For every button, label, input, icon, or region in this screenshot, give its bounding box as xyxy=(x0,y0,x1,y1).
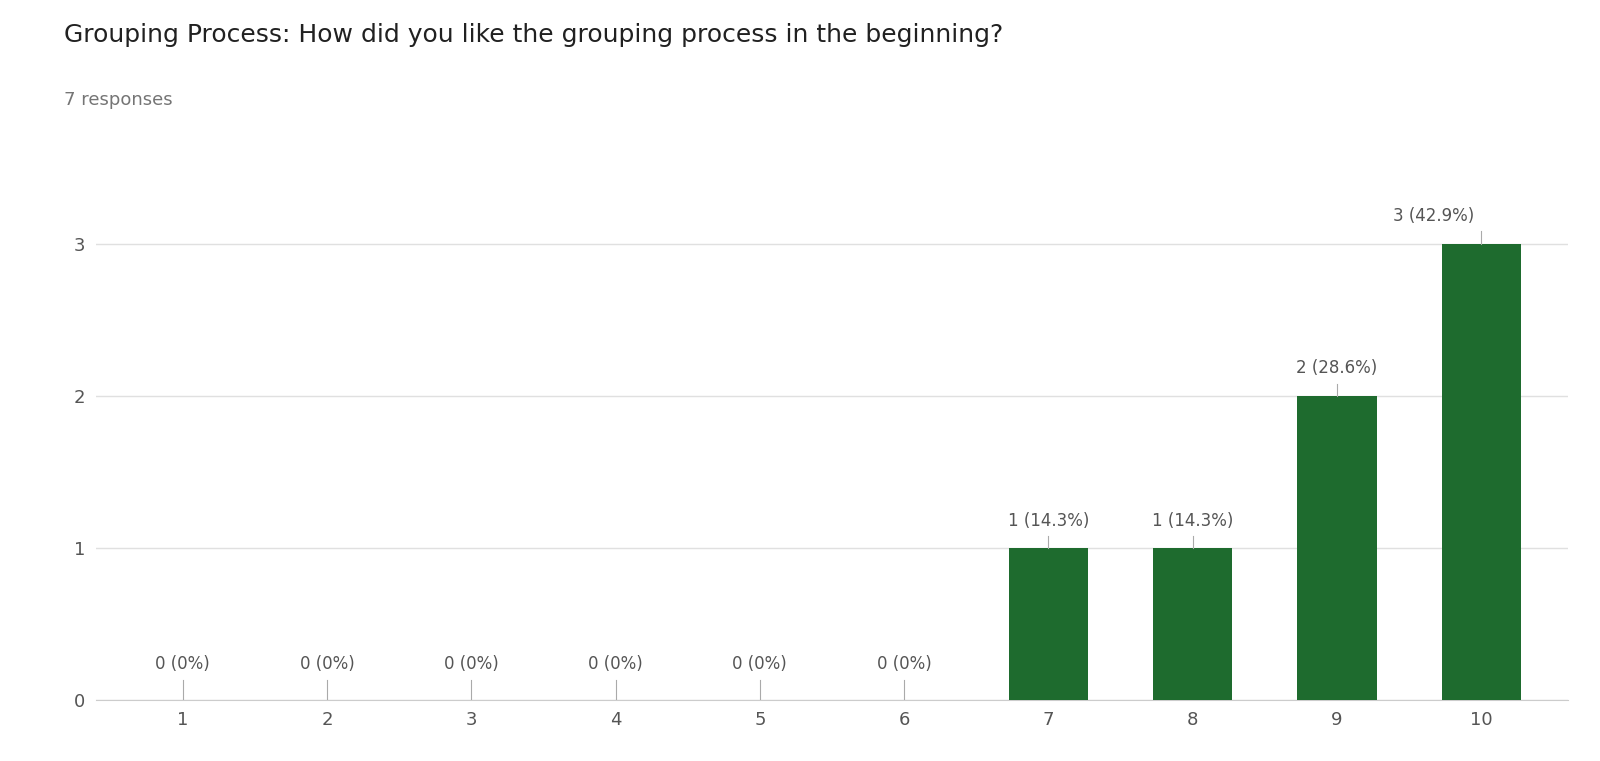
Text: 1 (14.3%): 1 (14.3%) xyxy=(1008,511,1090,530)
Text: 0 (0%): 0 (0%) xyxy=(589,654,643,673)
Bar xyxy=(1008,548,1088,700)
Text: 3 (42.9%): 3 (42.9%) xyxy=(1394,207,1474,225)
Text: Grouping Process: How did you like the grouping process in the beginning?: Grouping Process: How did you like the g… xyxy=(64,23,1003,47)
Bar xyxy=(1442,244,1522,700)
Bar xyxy=(1154,548,1232,700)
Text: 0 (0%): 0 (0%) xyxy=(443,654,499,673)
Bar xyxy=(1298,396,1376,700)
Text: 0 (0%): 0 (0%) xyxy=(299,654,354,673)
Text: 2 (28.6%): 2 (28.6%) xyxy=(1296,359,1378,377)
Text: 0 (0%): 0 (0%) xyxy=(733,654,787,673)
Text: 0 (0%): 0 (0%) xyxy=(155,654,210,673)
Text: 0 (0%): 0 (0%) xyxy=(877,654,931,673)
Text: 7 responses: 7 responses xyxy=(64,91,173,110)
Text: 1 (14.3%): 1 (14.3%) xyxy=(1152,511,1234,530)
